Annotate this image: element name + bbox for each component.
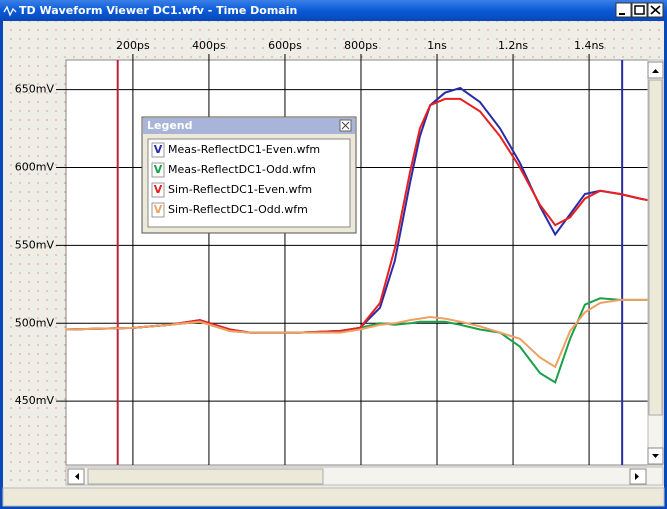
y-tick-label: 600mV — [15, 160, 55, 173]
title-bar — [0, 0, 667, 21]
x-tick-label: 1.2ns — [498, 39, 528, 52]
x-tick-label: 200ps — [116, 39, 150, 52]
vertical-scrollbar[interactable] — [647, 59, 664, 466]
x-tick-label: 800ps — [344, 39, 378, 52]
legend-icon: V — [154, 183, 163, 196]
series-line — [65, 298, 648, 369]
legend-title: Legend — [147, 119, 193, 132]
window-buttons[interactable] — [615, 2, 664, 18]
legend-list — [147, 138, 351, 228]
y-tick-label: 500mV — [15, 316, 55, 329]
window-title: TD Waveform Viewer DC1.wfv - Time Domain — [19, 4, 297, 17]
x-tick-label: 1.4ns — [574, 39, 604, 52]
legend-icon-box — [151, 182, 165, 198]
legend-icon-box — [151, 202, 165, 218]
legend-title-bar — [143, 118, 355, 134]
arrow — [652, 69, 659, 73]
legend-icon-box — [151, 142, 165, 158]
scroll-thumb[interactable] — [87, 468, 324, 485]
legend-entry: Sim-ReflectDC1-Odd.wfm — [168, 203, 308, 216]
y-tick-label: 450mV — [15, 394, 55, 407]
legend-entry: Sim-ReflectDC1-Even.wfm — [168, 183, 312, 196]
legend-icon: V — [154, 143, 163, 156]
scroll-thumb[interactable] — [648, 79, 663, 416]
y-tick-label: 550mV — [15, 238, 55, 251]
legend-icon: V — [154, 203, 163, 216]
legend-entry: Meas-ReflectDC1-Odd.wfm — [168, 163, 316, 176]
close-icon — [650, 5, 661, 15]
close-icon — [341, 121, 350, 130]
plot-layer: 200ps 400ps 600ps 800ps 1ns 1.2ns 1.4ns 450mV 50… — [15, 39, 649, 465]
status-bar — [2, 487, 665, 507]
legend[interactable]: Legend V Meas-ReflectDC1-Even.wfm V Meas-Re… — [141, 116, 357, 234]
y-tick-label: 650mV — [15, 83, 55, 96]
arrow — [75, 473, 79, 480]
horizontal-scrollbar[interactable] — [65, 466, 664, 486]
legend-icon-box — [151, 162, 165, 178]
app-icon — [3, 5, 17, 17]
maximize-icon — [634, 5, 645, 15]
x-tick-label: 400ps — [192, 39, 226, 52]
arrow — [635, 473, 639, 480]
x-tick-label: 600ps — [268, 39, 302, 52]
x-tick-label: 1ns — [427, 39, 447, 52]
legend-icon: V — [154, 163, 163, 176]
arrow — [652, 454, 659, 458]
legend-entry: Meas-ReflectDC1-Even.wfm — [168, 143, 320, 156]
